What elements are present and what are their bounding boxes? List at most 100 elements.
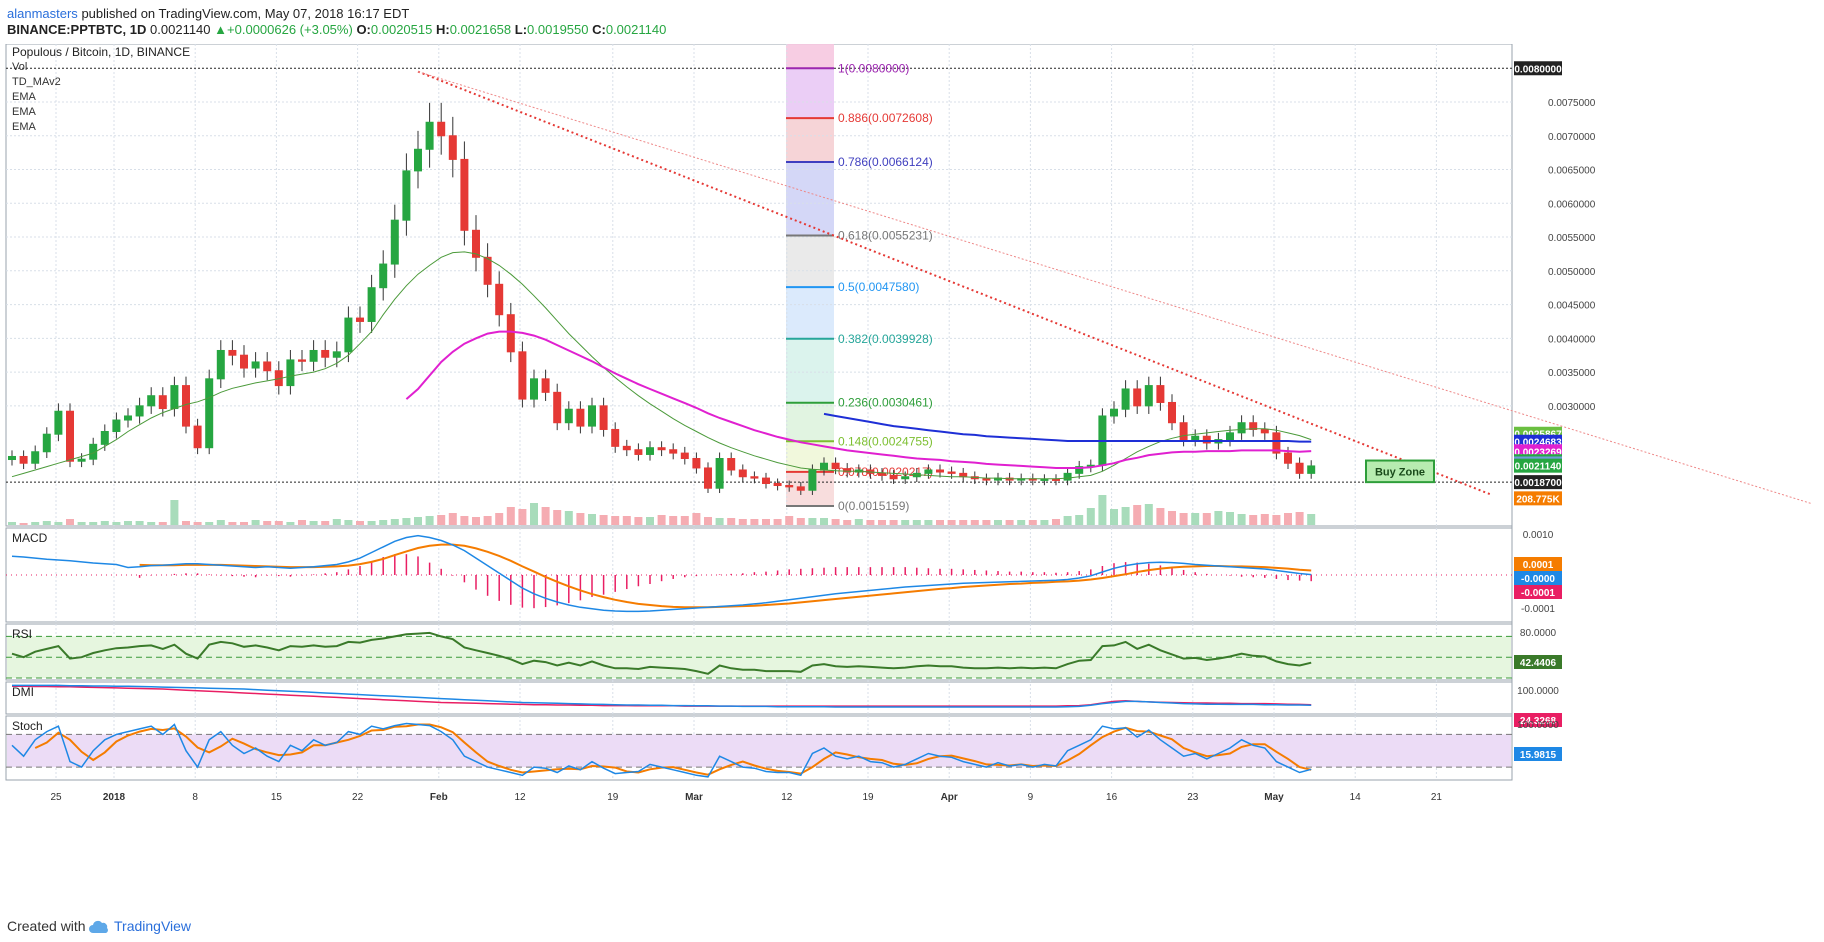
candle-body xyxy=(483,256,492,285)
fib-zone xyxy=(786,338,834,403)
volume-bar xyxy=(460,516,469,525)
panel-title: DMI xyxy=(12,685,34,699)
candle-body xyxy=(1307,465,1316,474)
candle-body xyxy=(263,361,272,372)
volume-bar xyxy=(738,519,747,525)
candle-body xyxy=(1191,435,1200,441)
volume-bar xyxy=(182,521,190,525)
fib-level-label: 0.382(0.0039928) xyxy=(838,332,933,346)
chart-area[interactable]: 0.0075000 0.0070000 0.0065000 0.0060000 0.00… xyxy=(0,44,1824,910)
publish-info: published on TradingView.com, May 07, 20… xyxy=(81,6,410,21)
x-tick-label: 19 xyxy=(862,792,874,803)
candle-body xyxy=(947,471,956,474)
indicator-tick-label: 0.0010 xyxy=(1523,530,1554,541)
candle-body xyxy=(1156,385,1165,403)
volume-bar xyxy=(646,517,654,525)
candle-body xyxy=(669,449,678,454)
fib-zone xyxy=(786,161,834,236)
indicator-tag xyxy=(1514,585,1562,599)
candle-body xyxy=(1133,388,1142,407)
volume-bar xyxy=(1226,512,1234,525)
candle-body xyxy=(437,121,446,137)
volume-bar xyxy=(727,518,736,525)
volume-bar xyxy=(1249,515,1258,525)
volume-bar xyxy=(634,517,643,525)
volume-bar xyxy=(42,521,51,525)
volume-bar xyxy=(390,519,399,525)
candle-body xyxy=(657,447,666,451)
volume-bar xyxy=(135,521,144,525)
volume-bar xyxy=(205,522,214,525)
x-tick-label: Apr xyxy=(941,792,958,803)
candle-body xyxy=(1075,466,1084,474)
trend-line-light xyxy=(417,71,1813,505)
candle-body xyxy=(1260,428,1269,434)
candle-body xyxy=(1226,432,1234,441)
volume-bar xyxy=(31,522,40,525)
x-tick-label: 14 xyxy=(1350,792,1362,803)
candle-body xyxy=(31,451,40,464)
fib-level-label: 1(0.0080000) xyxy=(838,61,909,75)
candle-body xyxy=(738,469,747,478)
volume-bar xyxy=(878,520,886,525)
y-tick-label: 0.0040000 xyxy=(1548,334,1596,345)
volume-bar xyxy=(124,521,132,525)
candle-body xyxy=(750,476,759,479)
candle-body xyxy=(820,462,828,471)
candle-body xyxy=(518,351,527,400)
volume-bar xyxy=(576,513,585,525)
x-tick-label: 16 xyxy=(1106,792,1118,803)
indicator-label: Vol xyxy=(12,61,27,73)
fib-zone xyxy=(786,235,834,288)
x-tick-label: 8 xyxy=(192,792,198,803)
x-tick-label: 22 xyxy=(352,792,364,803)
volume-bar xyxy=(599,515,608,525)
indicator-line xyxy=(34,723,1312,776)
candle-body xyxy=(622,445,631,451)
candle-body xyxy=(599,405,608,430)
candle-body xyxy=(1110,408,1118,417)
volume-bar xyxy=(1237,514,1246,525)
candle-body xyxy=(367,287,376,322)
volume-bar xyxy=(1040,520,1049,525)
volume-bar xyxy=(541,507,550,525)
panel-title: MACD xyxy=(12,531,48,545)
volume-bar xyxy=(808,518,817,525)
candle-body xyxy=(356,317,364,322)
candle-body xyxy=(727,458,736,471)
chart-title: Populous / Bitcoin, 1D, BINANCE xyxy=(12,45,190,59)
candle-body xyxy=(1249,422,1258,430)
volume-bar xyxy=(437,515,446,525)
volume-bar xyxy=(448,513,457,525)
indicator-line xyxy=(12,684,1312,708)
volume-bar xyxy=(472,517,480,525)
volume-bar xyxy=(1144,504,1153,525)
volume-bar xyxy=(704,517,712,525)
author-link[interactable]: alanmasters xyxy=(7,6,78,21)
tradingview-brand[interactable]: TradingView xyxy=(114,918,192,934)
candle-body xyxy=(495,283,504,316)
volume-bar xyxy=(19,523,28,525)
indicator-tag-label: 15.9815 xyxy=(1520,750,1557,761)
fib-level-label: 0.078(0.0020217) xyxy=(838,465,933,479)
candle-body xyxy=(889,474,898,480)
x-tick-label: 25 xyxy=(50,792,62,803)
x-tick-label: 19 xyxy=(607,792,619,803)
volume-bar xyxy=(947,520,956,525)
candle-body xyxy=(646,447,654,455)
symbol-label: BINANCE:PPTBTC, 1D xyxy=(7,22,147,37)
indicator-tag xyxy=(1514,747,1562,761)
volume-bar xyxy=(216,520,225,525)
price-tag-label: 0.0080000 xyxy=(1514,64,1562,75)
candle-body xyxy=(66,410,74,462)
volume-bar xyxy=(1110,509,1118,525)
candle-body xyxy=(193,425,202,449)
fib-level-label: 0.5(0.0047580) xyxy=(838,280,919,294)
candle-body xyxy=(298,359,306,362)
volume-bar xyxy=(1260,514,1269,525)
tradingview-logo-icon xyxy=(89,920,108,933)
volume-bar xyxy=(866,520,875,525)
indicator-line xyxy=(139,543,1312,609)
close-value: 0.0021140 xyxy=(605,22,667,37)
volume-bar xyxy=(750,519,759,525)
